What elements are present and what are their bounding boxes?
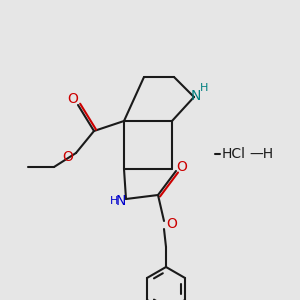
- Text: H: H: [200, 83, 208, 93]
- Text: O: O: [63, 150, 74, 164]
- Text: O: O: [68, 92, 78, 106]
- Text: O: O: [167, 217, 177, 231]
- Text: HCl: HCl: [222, 147, 246, 161]
- Text: H: H: [110, 196, 118, 206]
- Text: O: O: [177, 160, 188, 174]
- Text: N: N: [191, 89, 201, 103]
- Text: —H: —H: [249, 147, 273, 161]
- Text: N: N: [116, 194, 126, 208]
